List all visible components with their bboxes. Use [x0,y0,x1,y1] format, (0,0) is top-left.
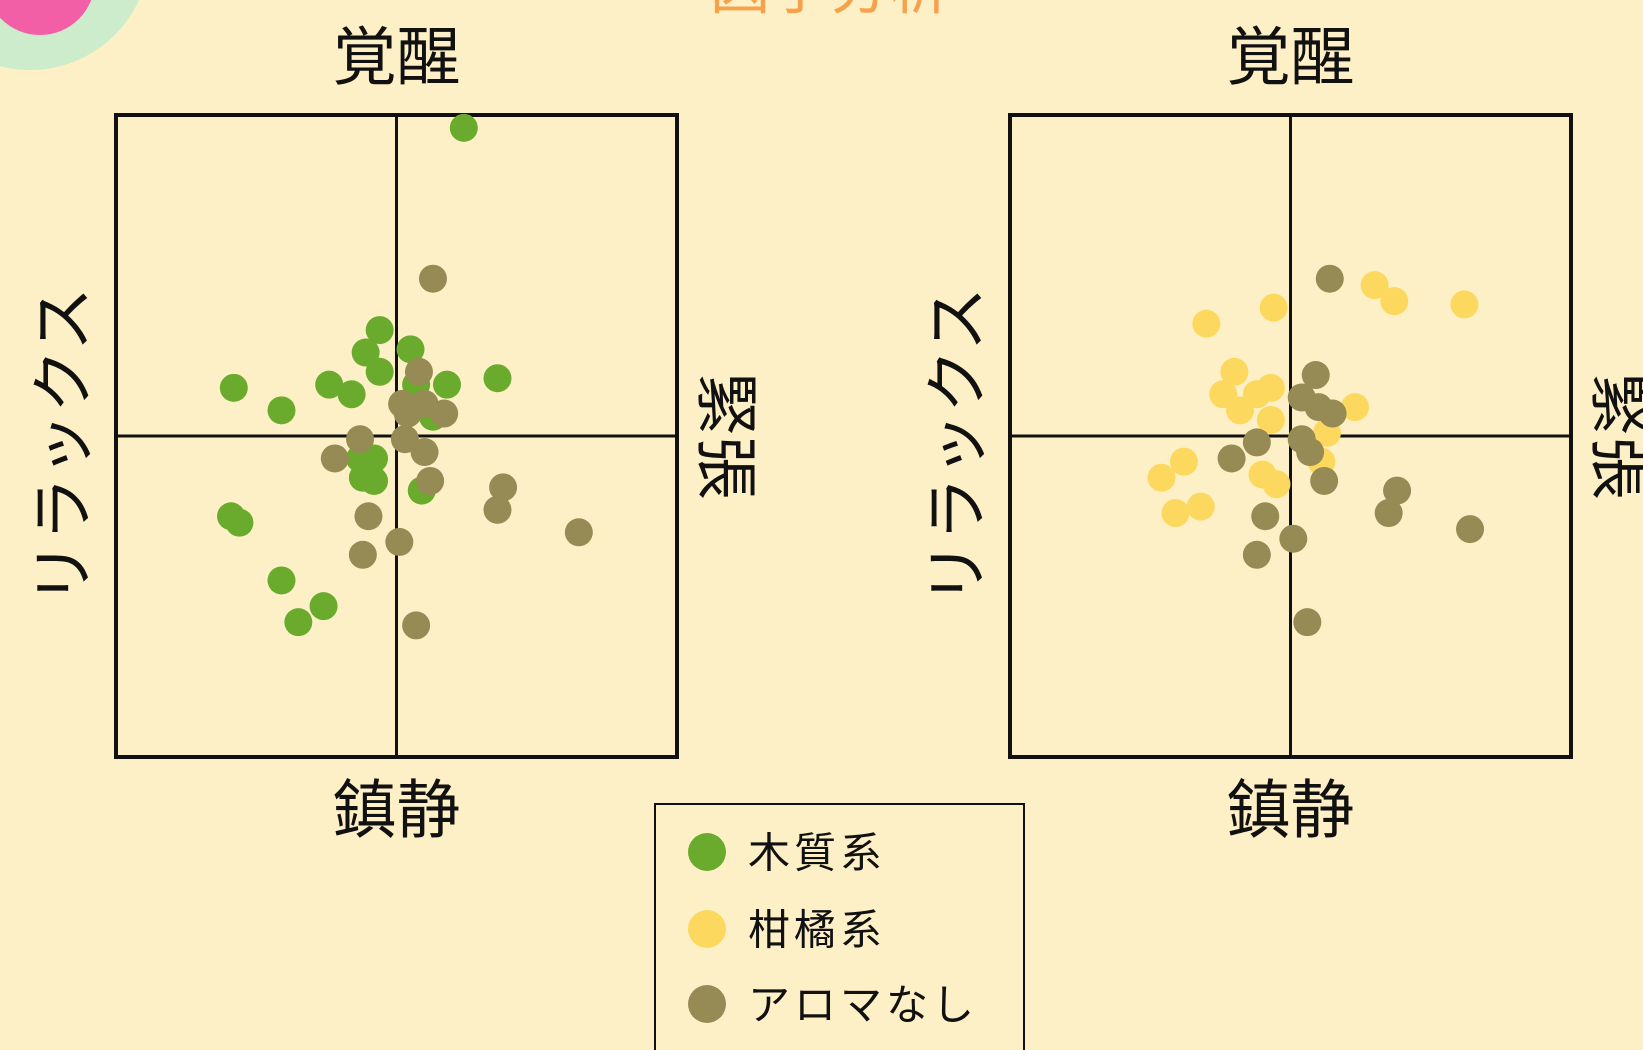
scatter-point [1450,290,1479,319]
scatter-point [483,495,512,524]
scatter-point [432,370,461,399]
legend-marker [688,833,726,871]
scatter-point [284,608,313,637]
scatter-point [1169,447,1198,476]
scatter-point [267,566,296,595]
scatter-point [346,425,375,454]
scatter-point [337,380,366,409]
scatter-point [1301,361,1330,390]
scatter-point [360,466,389,495]
scatter-point [385,527,414,556]
scatter-point [1262,470,1291,499]
scatter-point [404,357,433,386]
scatter-point [267,396,296,425]
legend-label: アロマなし [748,981,978,1030]
scatter-point [348,540,377,569]
scatter-point [1310,466,1339,495]
scatter-point [1192,309,1221,338]
legend-label: 木質系 [748,829,886,878]
scatter-point [1256,373,1285,402]
scatter-point [315,370,344,399]
scatter-point [320,444,349,473]
scatter-point [1296,438,1325,467]
scatter-point [309,592,338,621]
scatter-point [418,264,447,293]
scatter-point [1318,399,1347,428]
scatter-point [1242,540,1271,569]
scatter-point [1456,515,1485,544]
decoration [0,0,92,35]
scatter-point [1293,608,1322,637]
scatter-point [1256,405,1285,434]
axis-label-right: 緊張 [687,372,761,500]
scatter-point [1374,499,1403,528]
scatter-point [1383,476,1412,505]
axis-label-left: リラックス [922,287,996,605]
scatter-point [396,335,425,364]
scatter-point [416,466,445,495]
scatter-point [430,399,459,428]
scatter-point [402,611,431,640]
page-title: 因子分析 [710,0,950,24]
scatter-point [1226,396,1255,425]
legend-marker [688,985,726,1023]
scatter-point [1186,492,1215,521]
scatter-point [365,357,394,386]
scatter-point [354,502,383,531]
scatter-point [564,518,593,547]
scatter-point [1259,293,1288,322]
scatter-point [393,399,422,428]
axis-label-top: 覚醒 [333,22,461,96]
scatter-point [1279,524,1308,553]
legend-box [654,803,1025,1050]
scatter-point [1217,444,1246,473]
axis-label-left: リラックス [28,287,102,605]
scatter-point [449,113,478,142]
axis-label-bottom: 鎮静 [1227,775,1355,849]
scatter-point [489,473,518,502]
scatter-point [1220,357,1249,386]
axis-label-top: 覚醒 [1227,22,1355,96]
legend-marker [688,910,726,948]
scatter-point [1147,463,1176,492]
scatter-point [1315,264,1344,293]
axis-label-bottom: 鎮静 [333,775,461,849]
scatter-point [225,508,254,537]
scatter-point [365,316,394,345]
scatter-point [410,438,439,467]
scatter-point [1341,393,1370,422]
scatter-point [1242,428,1271,457]
scatter-point [483,364,512,393]
scatter-point [351,338,380,367]
axis-label-right: 緊張 [1581,372,1643,500]
scatter-point [1251,502,1280,531]
scatter-point [219,373,248,402]
scatter-point [1161,499,1190,528]
scatter-point [1360,271,1389,300]
legend-label: 柑橘系 [748,906,886,955]
scatter-point [1380,287,1409,316]
